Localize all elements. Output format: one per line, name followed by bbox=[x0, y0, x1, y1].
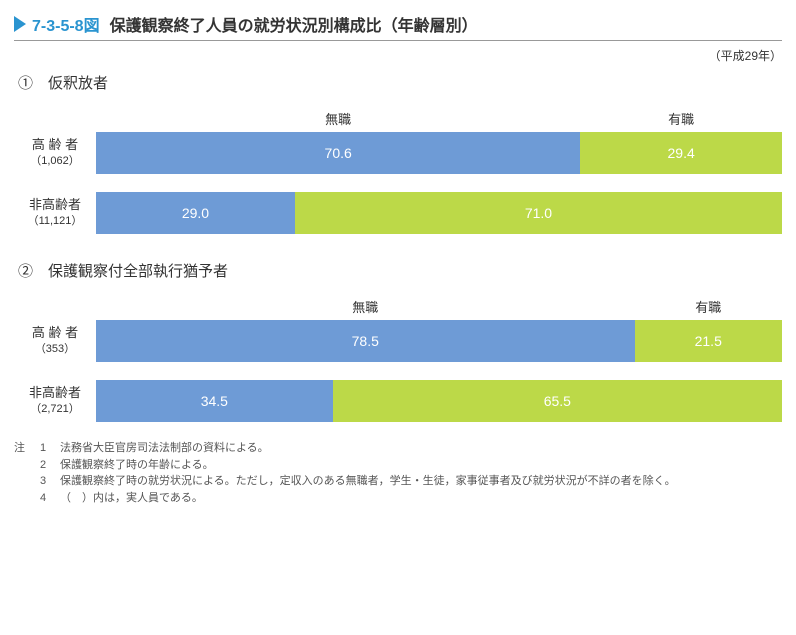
row-label-text: 非高齢者 bbox=[14, 197, 96, 214]
seg-employed: 29.4 bbox=[580, 132, 782, 174]
header-unemployed: 無職 bbox=[96, 109, 580, 128]
seg-unemployed: 78.5 bbox=[96, 320, 635, 362]
note-item: 3保護観察終了時の就労状況による。ただし，定収入のある無職者，学生・生徒，家事従… bbox=[40, 473, 676, 490]
header-employed: 有職 bbox=[580, 109, 782, 128]
section-heading-1: ① 仮釈放者 bbox=[18, 72, 782, 93]
row-count: （353） bbox=[14, 342, 96, 356]
seg-employed: 21.5 bbox=[635, 320, 782, 362]
figure-title: 保護観察終了人員の就労状況別構成比（年齢層別） bbox=[110, 12, 478, 36]
section-heading-2: ② 保護観察付全部執行猶予者 bbox=[18, 260, 782, 281]
seg-employed: 71.0 bbox=[295, 192, 782, 234]
row-label: 高 齢 者 （1,062） bbox=[14, 137, 96, 168]
note-text: 法務省大臣官房司法法制部の資料による。 bbox=[60, 440, 269, 457]
title-bar: 7-3-5-8図 保護観察終了人員の就労状況別構成比（年齢層別） bbox=[14, 12, 782, 41]
row-label: 高 齢 者 （353） bbox=[14, 325, 96, 356]
bar-track: 34.5 65.5 bbox=[96, 380, 782, 422]
header-unemployed: 無職 bbox=[96, 297, 635, 316]
row-count: （11,121） bbox=[14, 214, 96, 228]
chart-headers-1: 無職 有職 bbox=[96, 109, 782, 128]
row-label: 非高齢者 （11,121） bbox=[14, 197, 96, 228]
note-num: 2 bbox=[40, 457, 60, 474]
bar-track: 78.5 21.5 bbox=[96, 320, 782, 362]
figure-number: 7-3-5-8図 bbox=[32, 12, 100, 36]
notes: 注 1法務省大臣官房司法法制部の資料による。 2保護観察終了時の年齢による。 3… bbox=[14, 440, 782, 506]
seg-employed: 65.5 bbox=[333, 380, 782, 422]
note-text: 保護観察終了時の年齢による。 bbox=[60, 457, 214, 474]
note-item: 2保護観察終了時の年齢による。 bbox=[40, 457, 676, 474]
note-text: （ ）内は，実人員である。 bbox=[60, 490, 203, 507]
row-count: （2,721） bbox=[14, 402, 96, 416]
chart-block-1: 無職 有職 高 齢 者 （1,062） 70.6 29.4 非高齢者 （11,1… bbox=[14, 109, 782, 234]
row-label: 非高齢者 （2,721） bbox=[14, 385, 96, 416]
note-num: 1 bbox=[40, 440, 60, 457]
bar-track: 29.0 71.0 bbox=[96, 192, 782, 234]
notes-list: 1法務省大臣官房司法法制部の資料による。 2保護観察終了時の年齢による。 3保護… bbox=[40, 440, 676, 506]
note-num: 3 bbox=[40, 473, 60, 490]
note-item: 4（ ）内は，実人員である。 bbox=[40, 490, 676, 507]
row-count: （1,062） bbox=[14, 154, 96, 168]
year-label: （平成29年） bbox=[14, 47, 782, 64]
notes-label: 注 bbox=[14, 440, 40, 506]
seg-unemployed: 70.6 bbox=[96, 132, 580, 174]
chart-block-2: 無職 有職 高 齢 者 （353） 78.5 21.5 非高齢者 （2,721）… bbox=[14, 297, 782, 422]
header-employed: 有職 bbox=[635, 297, 782, 316]
bar-row-elderly-2: 高 齢 者 （353） 78.5 21.5 bbox=[14, 320, 782, 362]
triangle-icon bbox=[14, 16, 26, 32]
bar-row-elderly-1: 高 齢 者 （1,062） 70.6 29.4 bbox=[14, 132, 782, 174]
row-label-text: 非高齢者 bbox=[14, 385, 96, 402]
bar-row-nonelderly-1: 非高齢者 （11,121） 29.0 71.0 bbox=[14, 192, 782, 234]
seg-unemployed: 29.0 bbox=[96, 192, 295, 234]
row-label-text: 高 齢 者 bbox=[14, 325, 96, 342]
seg-unemployed: 34.5 bbox=[96, 380, 333, 422]
bar-row-nonelderly-2: 非高齢者 （2,721） 34.5 65.5 bbox=[14, 380, 782, 422]
note-num: 4 bbox=[40, 490, 60, 507]
bar-track: 70.6 29.4 bbox=[96, 132, 782, 174]
note-item: 1法務省大臣官房司法法制部の資料による。 bbox=[40, 440, 676, 457]
chart-headers-2: 無職 有職 bbox=[96, 297, 782, 316]
note-text: 保護観察終了時の就労状況による。ただし，定収入のある無職者，学生・生徒，家事従事… bbox=[60, 473, 676, 490]
row-label-text: 高 齢 者 bbox=[14, 137, 96, 154]
